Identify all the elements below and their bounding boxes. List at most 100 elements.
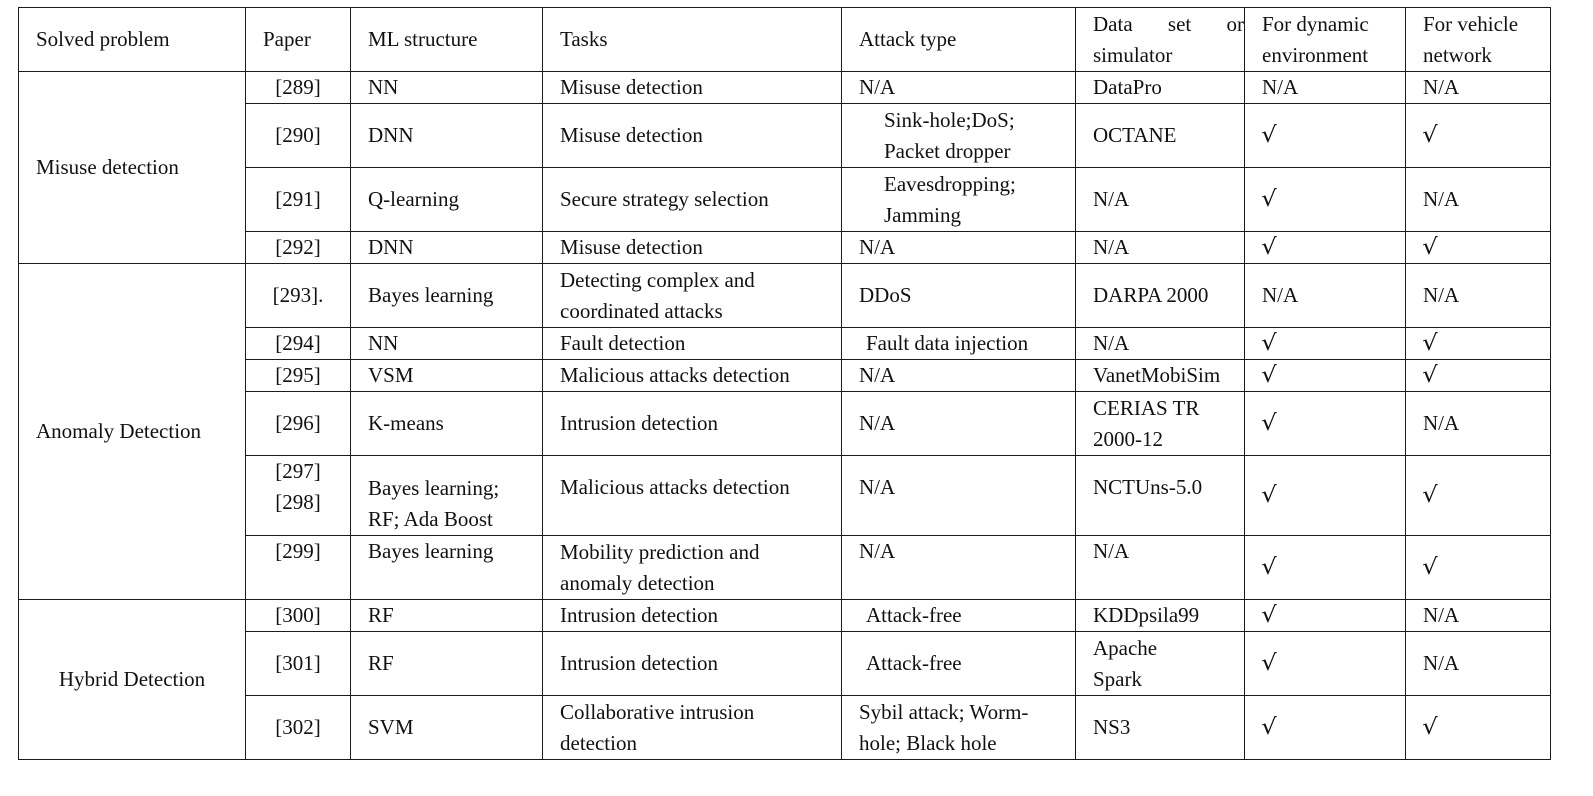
dataset-cell: VanetMobiSim: [1075, 359, 1245, 392]
table-row: [296] K-means Intrusion detection N/A CE…: [19, 391, 1551, 456]
paper-cell: [293].: [245, 263, 351, 328]
paper-cell: [292]: [245, 231, 351, 264]
task-cell: Secure strategy selection: [542, 167, 842, 232]
paper-cell: [302]: [245, 695, 351, 760]
header-tasks: Tasks: [542, 7, 842, 72]
ml-structure-cell: Bayes learning: [350, 263, 543, 328]
checkmark-icon: √: [1422, 123, 1438, 148]
dataset-cell: N/A: [1075, 535, 1245, 600]
dynamic-cell: √: [1244, 695, 1406, 760]
group-misuse-detection: Misuse detection: [18, 71, 246, 264]
vehicle-cell: √: [1405, 231, 1551, 264]
task-cell: Malicious attacks detection: [542, 359, 842, 392]
attack-type-cell: N/A: [841, 359, 1076, 392]
table-row: [295] VSM Malicious attacks detection N/…: [19, 359, 1551, 392]
task-cell: Malicious attacks detection: [542, 455, 842, 536]
group-hybrid-detection: Hybrid Detection: [18, 599, 246, 760]
vehicle-cell: √: [1405, 103, 1551, 168]
paper-cell: [300]: [245, 599, 351, 632]
ml-structure-cell: Bayes learning; RF; Ada Boost: [350, 455, 543, 536]
checkmark-icon: √: [1422, 483, 1438, 508]
checkmark-icon: √: [1261, 235, 1277, 260]
group-anomaly-detection: Anomaly Detection: [18, 263, 246, 600]
task-cell: Misuse detection: [542, 103, 842, 168]
checkmark-icon: √: [1422, 363, 1438, 388]
attack-type-cell: Fault data injection: [841, 327, 1076, 360]
dynamic-cell: √: [1244, 359, 1406, 392]
vehicle-cell: N/A: [1405, 599, 1551, 632]
dynamic-cell: √: [1244, 599, 1406, 632]
paper-cell: [291]: [245, 167, 351, 232]
checkmark-icon: √: [1261, 363, 1277, 388]
attack-type-cell: N/A: [841, 71, 1076, 104]
header-vehicle: For vehicle network: [1405, 7, 1551, 72]
task-cell: Fault detection: [542, 327, 842, 360]
task-cell: Collaborative intrusion detection: [542, 695, 842, 760]
dynamic-cell: √: [1244, 327, 1406, 360]
vehicle-cell: √: [1405, 695, 1551, 760]
dataset-cell: CERIAS TR 2000-12: [1075, 391, 1245, 456]
attack-type-cell: Sink-hole;DoS; Packet dropper: [841, 103, 1076, 168]
table-row: [297] [298] Bayes learning; RF; Ada Boos…: [19, 455, 1551, 536]
dynamic-cell: √: [1244, 391, 1406, 456]
task-cell: Intrusion detection: [542, 599, 842, 632]
checkmark-icon: √: [1261, 555, 1277, 580]
attack-type-cell: Eavesdropping; Jamming: [841, 167, 1076, 232]
table-row: Anomaly Detection [293]. Bayes learning …: [18, 263, 1551, 600]
checkmark-icon: √: [1422, 555, 1438, 580]
task-cell: Detecting complex and coordinated attack…: [542, 263, 842, 328]
attack-type-cell: Sybil attack; Worm- hole; Black hole: [841, 695, 1076, 760]
paper-cell: [290]: [245, 103, 351, 168]
dataset-cell: N/A: [1075, 231, 1245, 264]
task-cell: Misuse detection: [542, 231, 842, 264]
vehicle-cell: N/A: [1405, 167, 1551, 232]
dynamic-cell: √: [1244, 535, 1406, 600]
paper-cell: [299]: [245, 535, 351, 600]
table-row: [294] NN Fault detection Fault data inje…: [19, 327, 1551, 360]
comparison-table: Solved problem Paper ML structure Tasks …: [18, 7, 1551, 760]
paper-cell: [295]: [245, 359, 351, 392]
table-row: [302] SVM Collaborative intrusion detect…: [19, 695, 1551, 760]
header-dataset: Data set or simulator: [1075, 7, 1245, 72]
task-cell: Intrusion detection: [542, 631, 842, 696]
checkmark-icon: √: [1261, 603, 1277, 628]
attack-type-cell: Attack-free: [841, 631, 1076, 696]
header-ml-structure: ML structure: [350, 7, 543, 72]
header-dynamic: For dynamic environment: [1244, 7, 1406, 72]
ml-structure-cell: VSM: [350, 359, 543, 392]
paper-cell: [294]: [245, 327, 351, 360]
dynamic-cell: N/A: [1244, 263, 1406, 328]
vehicle-cell: √: [1405, 327, 1551, 360]
task-cell: Misuse detection: [542, 71, 842, 104]
ml-structure-cell: RF: [350, 599, 543, 632]
vehicle-cell: N/A: [1405, 71, 1551, 104]
dataset-cell: DARPA 2000: [1075, 263, 1245, 328]
ml-structure-cell: SVM: [350, 695, 543, 760]
table-row: [290] DNN Misuse detection Sink-hole;DoS…: [19, 103, 1551, 168]
vehicle-cell: N/A: [1405, 263, 1551, 328]
table-row: [299] Bayes learning Mobility prediction…: [19, 535, 1551, 600]
header-paper: Paper: [245, 7, 351, 72]
table-row: [292] DNN Misuse detection N/A N/A √ √: [19, 231, 1551, 264]
header-attack-type: Attack type: [841, 7, 1076, 72]
dataset-cell: NCTUns-5.0: [1075, 455, 1245, 536]
paper-cell: [289]: [245, 71, 351, 104]
ml-structure-cell: Q-learning: [350, 167, 543, 232]
table-row: [301] RF Intrusion detection Attack-free…: [19, 631, 1551, 696]
checkmark-icon: √: [1261, 483, 1277, 508]
vehicle-cell: √: [1405, 535, 1551, 600]
checkmark-icon: √: [1261, 187, 1277, 212]
task-cell: Mobility prediction and anomaly detectio…: [542, 535, 842, 600]
table-row: Hybrid Detection [300] RF Intrusion dete…: [18, 599, 1551, 760]
checkmark-icon: √: [1422, 715, 1438, 740]
ml-structure-cell: NN: [350, 71, 543, 104]
ml-structure-cell: RF: [350, 631, 543, 696]
vehicle-cell: √: [1405, 455, 1551, 536]
checkmark-icon: √: [1422, 235, 1438, 260]
ml-structure-cell: DNN: [350, 231, 543, 264]
dataset-cell: N/A: [1075, 167, 1245, 232]
ml-structure-cell: Bayes learning: [350, 535, 543, 600]
dataset-cell: DataPro: [1075, 71, 1245, 104]
checkmark-icon: √: [1261, 123, 1277, 148]
dynamic-cell: √: [1244, 631, 1406, 696]
